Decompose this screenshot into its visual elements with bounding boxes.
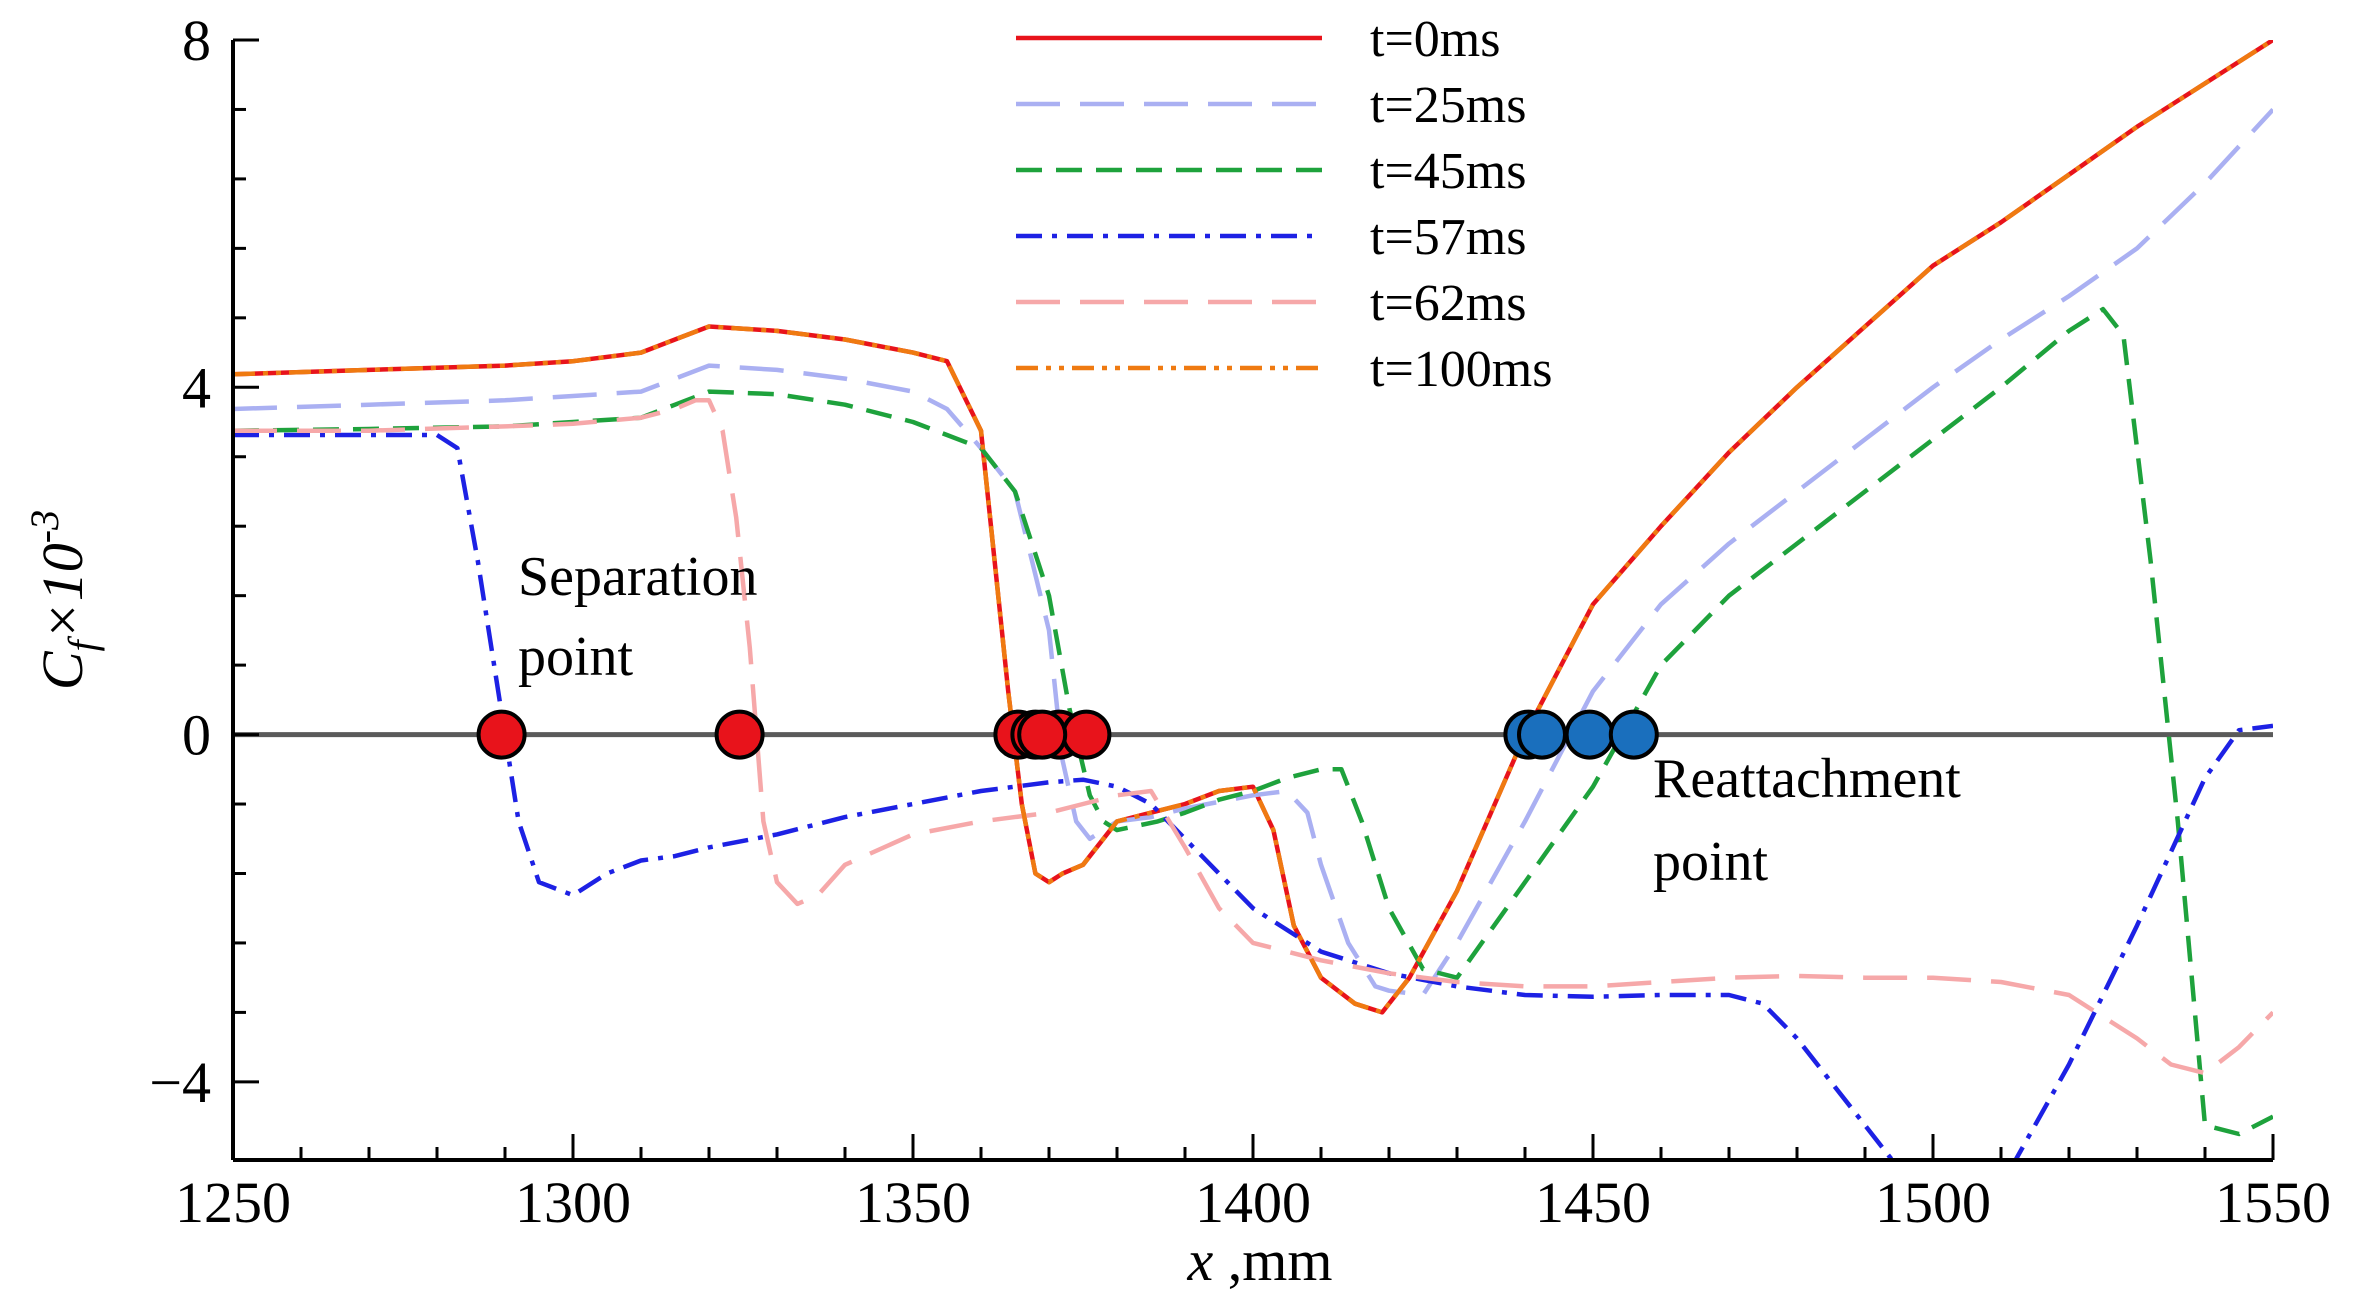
x-tick-label: 1250 [175,1170,291,1235]
legend: t=0ms t=25ms t=45ms t=57ms t=62ms t=100ms [1016,11,1552,398]
legend-label-t=45ms: t=45ms [1370,143,1526,200]
series-line-t=100ms [233,40,2273,1015]
reattachment-point-marker [1517,709,1567,760]
reattachment-point-marker [1608,709,1659,760]
x-tick-label: 1450 [1535,1170,1651,1235]
separation-label-line2: point [518,626,634,688]
plot-area [233,40,2273,1160]
series-line-t=57ms [233,432,2273,1160]
separation-label-line1: Separation [518,546,757,608]
y-tick-label: −4 [149,1050,211,1115]
series-line-t=45ms [233,306,2273,1137]
axes: 1250 1300 1350 1400 1450 1500 1550 −4 0 4 8 [149,8,2331,1235]
series-line-t=62ms [233,398,2273,1076]
y-axis-title: Cf×10-3 [22,510,105,690]
y-tick-label: 0 [182,703,211,768]
x-tick-label: 1400 [1195,1170,1311,1235]
reattachment-point-marker [1564,709,1615,760]
reattachment-label-line1: Reattachment [1653,748,1961,810]
legend-label-t=57ms: t=57ms [1370,209,1526,266]
x-axis-variable: x [1187,1228,1214,1293]
x-tick-label: 1500 [1875,1170,1991,1235]
separation-point-marker [476,709,527,760]
legend-label-t=25ms: t=25ms [1370,77,1526,134]
x-tick-label: 1350 [855,1170,971,1235]
y-axis-multiplier: ×10 [30,543,95,640]
separation-point-marker [1061,709,1112,760]
separation-annotation: Separation point [518,546,757,688]
x-axis-unit: ,mm [1213,1228,1332,1293]
y-tick-label: 8 [182,8,211,73]
y-axis-base: C [30,650,95,690]
x-tick-label: 1300 [515,1170,631,1235]
reattachment-annotation: Reattachment point [1653,748,1961,893]
x-axis-title: x ,mm [1187,1228,1333,1293]
reattachment-label-line2: point [1653,831,1769,893]
separation-point-marker [714,709,765,760]
y-tick-label: 4 [182,355,211,420]
separation-point-marker [1017,709,1068,760]
legend-label-t=0ms: t=0ms [1370,11,1500,68]
y-axis-superscript: -3 [22,510,67,543]
series-layer [233,40,2273,1160]
x-tick-label: 1550 [2215,1170,2331,1235]
legend-label-t=62ms: t=62ms [1370,275,1526,332]
marker-layer [476,709,1659,760]
legend-label-t=100ms: t=100ms [1370,341,1552,398]
series-line-t=25ms [233,107,2273,998]
